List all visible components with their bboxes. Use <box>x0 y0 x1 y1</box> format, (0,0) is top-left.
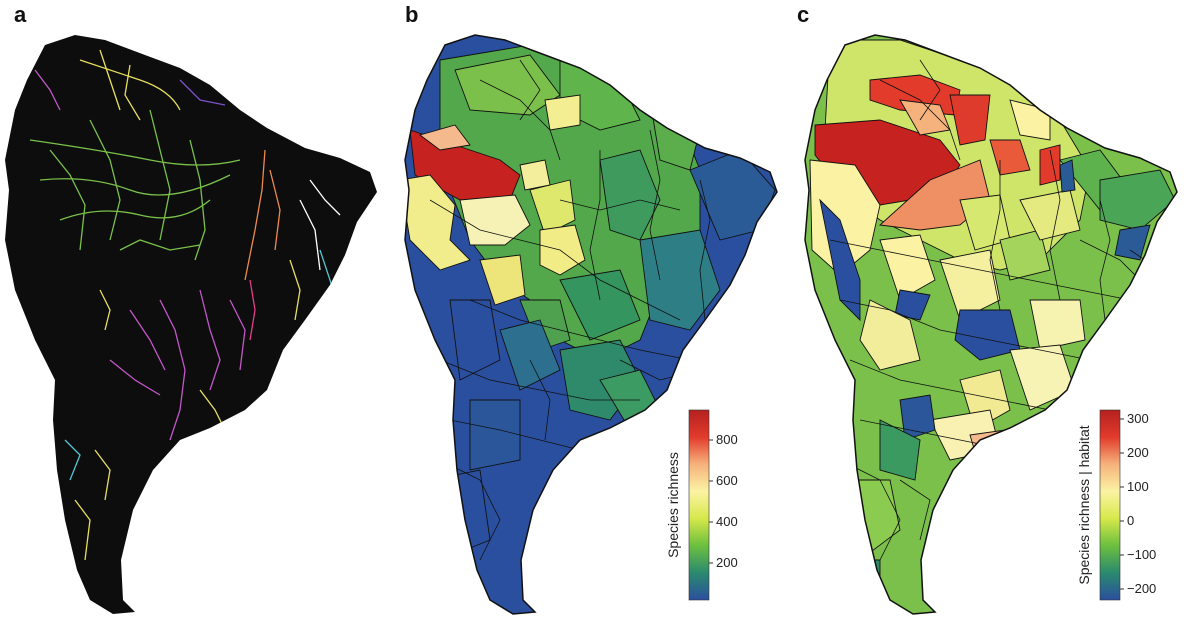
panel-a-map <box>5 35 377 614</box>
colorbar-c-tick-label: 100 <box>1127 479 1149 494</box>
colorbar-c-tick-label: −100 <box>1127 547 1156 562</box>
panel-c-map <box>804 34 1178 615</box>
colorbar-b: 200 400 600 800 Species richness <box>665 409 738 601</box>
colorbar-b-tick-label: 600 <box>716 473 738 488</box>
basins-c <box>805 35 1177 614</box>
colorbar-c-bar <box>1099 409 1121 601</box>
colorbar-b-tick-label: 400 <box>716 514 738 529</box>
colorbar-c-tick-label: 300 <box>1127 411 1149 426</box>
colorbar-b-ticks: 200 400 600 800 <box>709 432 738 570</box>
colorbar-c-title: Species richness | habitat <box>1076 425 1092 584</box>
colorbar-c: −200 −100 0 100 200 300 Species richness… <box>1076 409 1156 601</box>
colorbar-c-tick-label: 200 <box>1127 445 1149 460</box>
panel-label-c: c <box>797 2 810 27</box>
colorbar-c-tick-label: −200 <box>1127 581 1156 596</box>
colorbar-c-ticks: −200 −100 0 100 200 300 <box>1120 411 1156 596</box>
panel-label-b: b <box>405 2 419 27</box>
colorbar-b-tick-label: 800 <box>716 432 738 447</box>
colorbar-b-bar <box>688 409 710 601</box>
colorbar-b-title: Species richness <box>665 452 681 558</box>
basin-boundaries-b <box>429 59 711 561</box>
colorbar-c-tick-label: 0 <box>1127 513 1134 528</box>
continent-silhouette-a <box>5 35 377 614</box>
colorbar-b-tick-label: 200 <box>716 555 738 570</box>
panel-label-a: a <box>14 2 27 27</box>
